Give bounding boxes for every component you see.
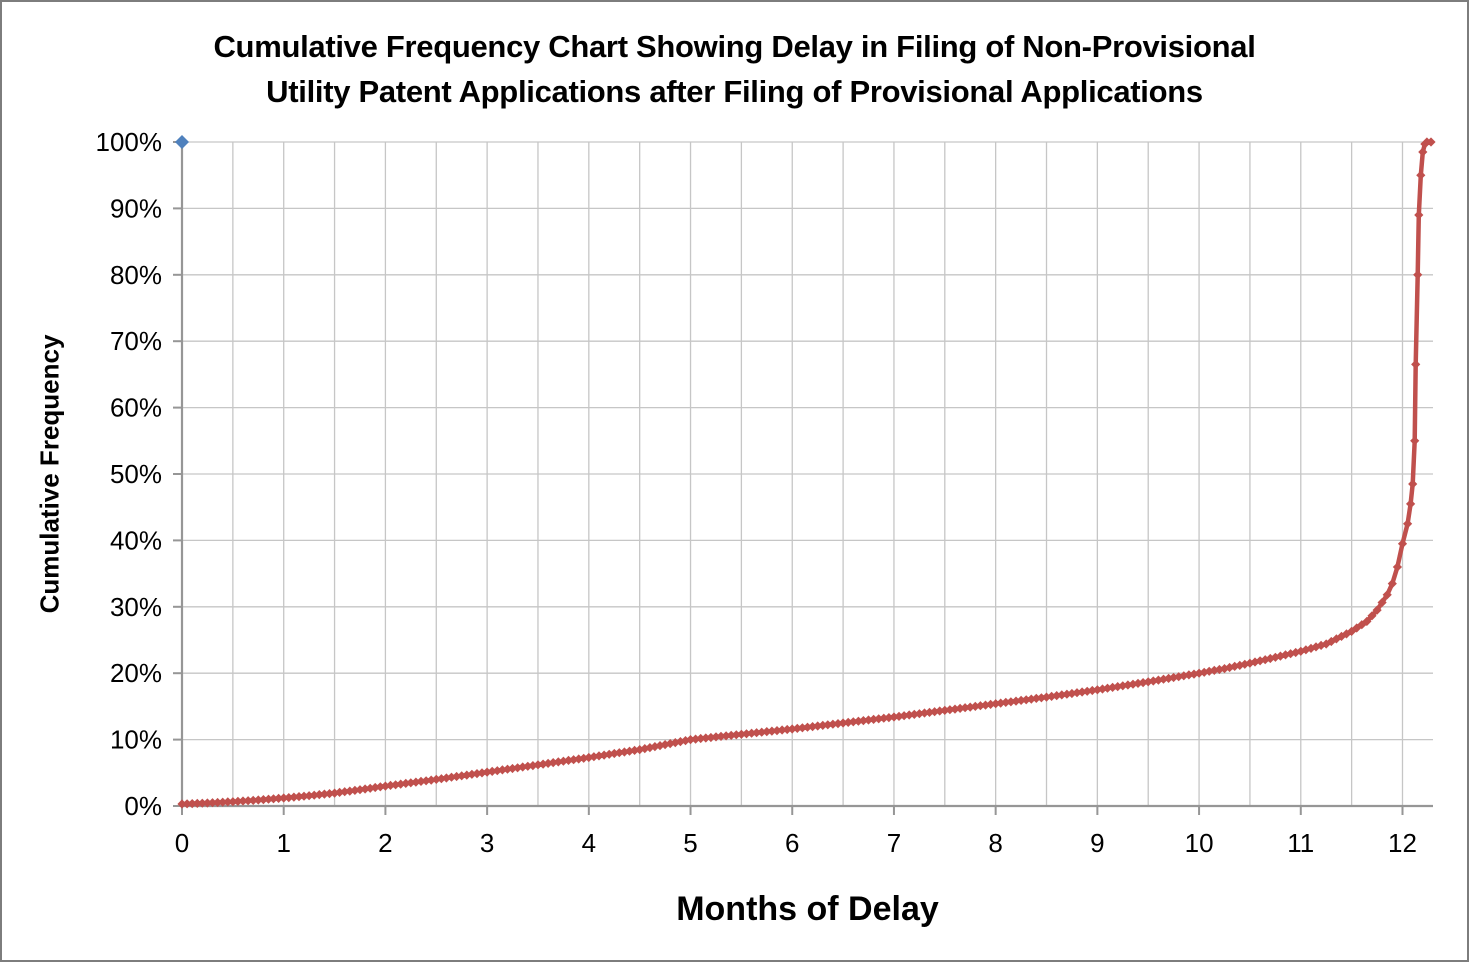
- y-tick-label: 10%: [110, 725, 162, 755]
- x-tick-label: 7: [887, 828, 901, 858]
- x-tick-label: 1: [276, 828, 290, 858]
- tick-marks: [173, 141, 1404, 815]
- y-tick-label: 70%: [110, 326, 162, 356]
- y-tick-label: 0%: [124, 791, 162, 821]
- x-tick-label: 3: [480, 828, 494, 858]
- x-tick-label: 6: [785, 828, 799, 858]
- series-blue-point: [175, 135, 189, 149]
- x-tick-label: 2: [378, 828, 392, 858]
- y-tick-label: 80%: [110, 260, 162, 290]
- x-tick-label: 10: [1185, 828, 1214, 858]
- y-tick-label: 50%: [110, 459, 162, 489]
- y-tick-label: 20%: [110, 658, 162, 688]
- series-cumulative-frequency: [177, 137, 1436, 809]
- chart-title-line2: Utility Patent Applications after Filing…: [266, 74, 1203, 109]
- x-tick-label: 9: [1090, 828, 1104, 858]
- y-tick-label: 100%: [96, 127, 163, 157]
- x-tick-label: 4: [582, 828, 596, 858]
- series-line: [179, 139, 1434, 807]
- x-tick-label: 5: [683, 828, 697, 858]
- x-tick-label: 12: [1388, 828, 1417, 858]
- x-axis-title: Months of Delay: [676, 890, 939, 928]
- gridlines: [182, 141, 1433, 806]
- y-tick-label: 90%: [110, 193, 162, 223]
- y-tick-labels: 0% 10% 20% 30% 40% 50% 60% 70% 80% 90% 100%: [96, 127, 163, 821]
- y-axis-title: Cumulative Frequency: [34, 334, 65, 614]
- x-tick-labels: 0 1 2 3 4 5 6 7 8 9 10 11 12: [175, 828, 1417, 858]
- x-tick-label: 0: [175, 828, 189, 858]
- x-tick-label: 11: [1287, 828, 1314, 858]
- y-tick-label: 30%: [110, 592, 162, 622]
- series-markers: [175, 135, 189, 149]
- chart-title: Cumulative Frequency Chart Showing Delay…: [2, 24, 1467, 114]
- x-tick-label: 8: [988, 828, 1002, 858]
- series-markers: [177, 137, 1436, 809]
- y-tick-label: 40%: [110, 525, 162, 555]
- y-tick-label: 60%: [110, 393, 162, 423]
- chart-title-line1: Cumulative Frequency Chart Showing Delay…: [213, 29, 1256, 64]
